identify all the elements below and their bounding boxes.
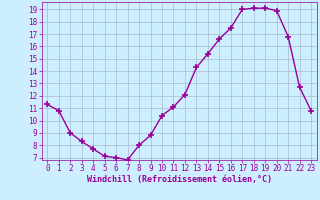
- X-axis label: Windchill (Refroidissement éolien,°C): Windchill (Refroidissement éolien,°C): [87, 175, 272, 184]
